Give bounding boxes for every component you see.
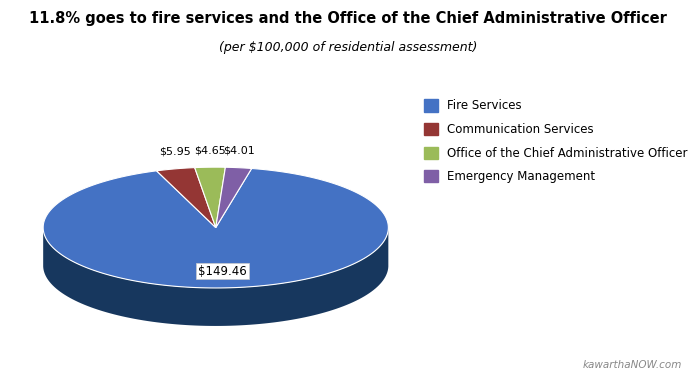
Polygon shape xyxy=(43,168,388,288)
Text: $4.01: $4.01 xyxy=(223,145,255,156)
Polygon shape xyxy=(43,229,388,326)
Legend: Fire Services, Communication Services, Office of the Chief Administrative Office: Fire Services, Communication Services, O… xyxy=(423,99,688,183)
Polygon shape xyxy=(157,168,216,227)
Polygon shape xyxy=(216,167,252,227)
Text: 11.8% goes to fire services and the Office of the Chief Administrative Officer: 11.8% goes to fire services and the Offi… xyxy=(29,11,667,26)
Text: $5.95: $5.95 xyxy=(159,147,191,157)
Text: (per $100,000 of residential assessment): (per $100,000 of residential assessment) xyxy=(219,41,477,54)
Text: kawarthaNOW.com: kawarthaNOW.com xyxy=(583,360,682,370)
Text: $4.65: $4.65 xyxy=(194,145,226,155)
Text: $149.46: $149.46 xyxy=(198,264,247,278)
Polygon shape xyxy=(195,167,226,227)
